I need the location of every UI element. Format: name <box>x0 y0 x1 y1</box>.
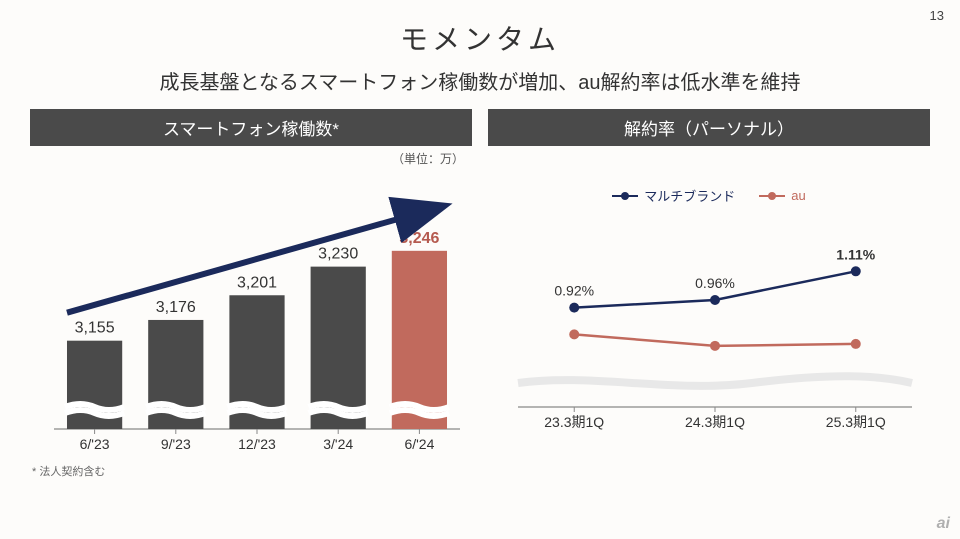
legend-label: au <box>791 188 805 203</box>
svg-text:3,230: 3,230 <box>318 246 358 263</box>
legend-item: au <box>759 186 805 205</box>
legend-label: マルチブランド <box>644 186 735 205</box>
bar-chart: 6/'23 3,155 9/'23 3,176 12/'23 3,201 3/'24 3,23… <box>30 167 472 457</box>
right-panel-header: 解約率（パーソナル） <box>488 109 930 146</box>
page-title: モメンタム <box>0 0 960 58</box>
svg-text:23.3期1Q: 23.3期1Q <box>544 414 604 430</box>
svg-text:24.3期1Q: 24.3期1Q <box>685 414 745 430</box>
left-panel: スマートフォン稼働数* （単位：万） 6/'23 3,155 9/'23 3,176 1… <box>30 109 472 457</box>
right-panel: 解約率（パーソナル） マルチブランド au 23.3期1Q 24.3期1Q 25.3期… <box>488 109 930 457</box>
svg-text:3,246: 3,246 <box>399 230 439 247</box>
left-panel-unit: （単位：万） <box>30 146 472 167</box>
svg-text:25.3期1Q: 25.3期1Q <box>826 414 886 430</box>
svg-text:12/'23: 12/'23 <box>238 436 276 452</box>
svg-text:3,155: 3,155 <box>75 320 115 337</box>
svg-text:3,201: 3,201 <box>237 274 277 291</box>
svg-text:6/'24: 6/'24 <box>404 436 434 452</box>
legend-item: マルチブランド <box>612 186 735 205</box>
page-number: 13 <box>930 8 944 23</box>
svg-text:1.11%: 1.11% <box>836 246 875 262</box>
page-subtitle: 成長基盤となるスマートフォン稼働数が増加、au解約率は低水準を維持 <box>0 58 960 95</box>
line-chart: 23.3期1Q 24.3期1Q 25.3期1Q 0.92% 0.96% 1.11% <box>488 205 930 435</box>
line-chart-legend: マルチブランド au <box>488 146 930 205</box>
left-panel-header: スマートフォン稼働数* <box>30 109 472 146</box>
watermark: ai <box>937 515 950 533</box>
svg-text:3/'24: 3/'24 <box>323 436 353 452</box>
svg-text:9/'23: 9/'23 <box>161 436 191 452</box>
panels-container: スマートフォン稼働数* （単位：万） 6/'23 3,155 9/'23 3,176 1… <box>0 95 960 457</box>
svg-text:0.96%: 0.96% <box>695 275 735 291</box>
svg-text:0.92%: 0.92% <box>554 283 594 299</box>
svg-text:3,176: 3,176 <box>156 299 196 316</box>
svg-text:6/'23: 6/'23 <box>80 436 110 452</box>
footnote: * 法人契約含む <box>0 457 960 479</box>
